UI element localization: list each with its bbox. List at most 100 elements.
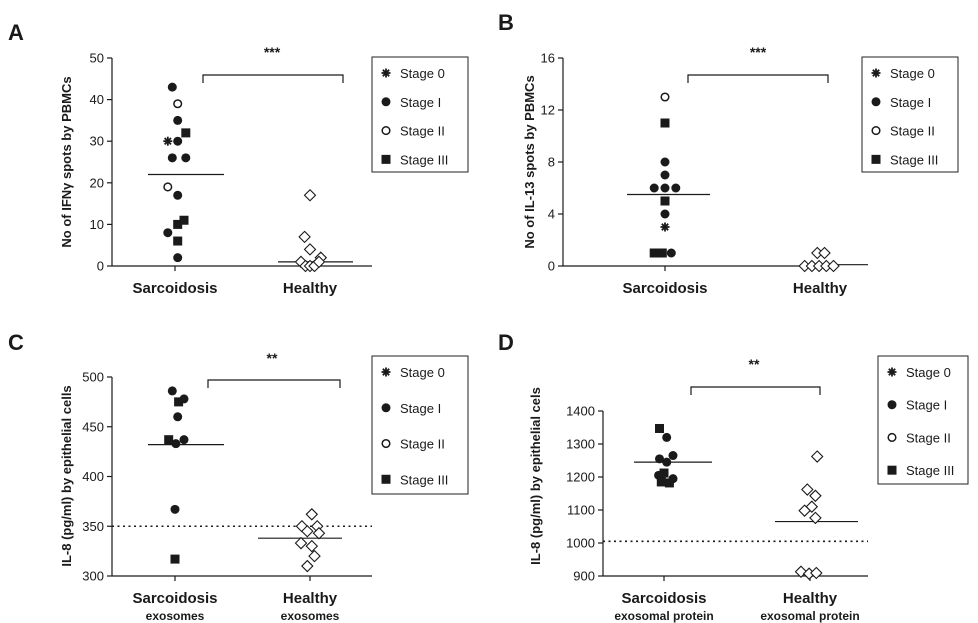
healthy-marker — [305, 508, 319, 521]
legend: Stage 0 Stage I Stage II Stage III — [861, 56, 959, 173]
stage-0-marker — [163, 137, 172, 146]
legend-item-stage-0: Stage 0 — [887, 365, 951, 380]
stage-0-marker — [661, 223, 669, 231]
y-tick-label: 500 — [82, 370, 104, 385]
y-tick-label: 4 — [548, 207, 555, 222]
y-tick-label: 8 — [548, 155, 555, 170]
significance-line — [690, 386, 821, 395]
stage-1-marker — [167, 153, 177, 163]
stage-1-marker — [167, 82, 177, 92]
legend-label: Stage 0 — [400, 365, 445, 380]
stage-1-marker — [173, 190, 183, 200]
data-points — [148, 82, 353, 273]
y-tick-label: 1000 — [566, 536, 595, 551]
healthy-marker — [301, 559, 314, 573]
panel-letter: D — [498, 330, 514, 355]
legend-box — [371, 355, 469, 495]
healthy-marker — [308, 549, 321, 563]
stage-1-marker — [660, 209, 670, 219]
stage-3-marker — [656, 477, 666, 487]
healthy-marker — [810, 450, 824, 463]
stage-1-marker — [666, 248, 676, 258]
stage-3-marker — [887, 465, 897, 475]
data-points — [148, 386, 342, 573]
legend-item-stage-1: Stage I — [887, 398, 947, 413]
panel-letter: C — [8, 330, 24, 355]
y-tick-label: 30 — [90, 134, 104, 149]
legend-item-stage-3: Stage III — [887, 463, 954, 478]
legend-item-stage-3: Stage III — [381, 472, 448, 487]
legend-label: Stage II — [400, 437, 445, 452]
legend-label: Stage II — [906, 430, 951, 445]
legend-item-stage-1: Stage I — [871, 95, 931, 110]
category-label: Sarcoidosis — [622, 280, 707, 297]
y-tick-label: 900 — [573, 569, 595, 584]
stage-1-marker — [181, 153, 191, 163]
significance-line — [687, 74, 829, 83]
legend-item-stage-0: Stage 0 — [871, 66, 935, 81]
category-sublabel: exosomal protein — [614, 609, 713, 623]
y-tick-label: 10 — [90, 217, 104, 232]
y-tick-label: 300 — [82, 569, 104, 584]
stage-2-marker — [173, 99, 183, 109]
axes — [111, 58, 372, 271]
legend: Stage 0 Stage I Stage II Stage III — [371, 56, 469, 173]
stage-3-marker — [181, 128, 191, 138]
category-sarcoidosis: Sarcoidosis — [622, 280, 707, 297]
y-tick-label: 16 — [541, 51, 555, 66]
stage-3-marker — [381, 154, 391, 164]
significance-line — [207, 379, 341, 388]
y-tick-labels: 900 1000 1100 1200 1300 1400 — [566, 404, 603, 584]
legend-label: Stage III — [906, 463, 954, 478]
legend-label: Stage III — [890, 152, 938, 167]
healthy-marker — [801, 483, 814, 496]
category-sarcoidosis-exosomes: Sarcoidosis exosomes — [132, 590, 217, 623]
y-tick-labels: 0 4 8 12 16 — [541, 51, 563, 274]
y-tick-label: 1300 — [566, 437, 595, 452]
y-axis-label: IL-8 (pg/ml) by epithelial cells — [59, 385, 74, 566]
category-label: Healthy — [283, 590, 338, 607]
category-healthy-exosomes: Healthy exosomes — [281, 590, 340, 623]
stage-0-marker — [382, 69, 390, 77]
legend-label: Stage 0 — [906, 365, 951, 380]
stage-3-marker — [659, 468, 669, 478]
legend-label: Stage I — [400, 401, 441, 416]
significance-stars: ** — [749, 356, 760, 372]
stage-1-marker — [655, 454, 664, 464]
y-axis-label: IL-8 (pg/ml) by epithelial cels — [528, 387, 543, 565]
legend-box — [877, 355, 969, 485]
legend-label: Stage I — [400, 95, 441, 110]
axes — [111, 377, 372, 581]
significance-stars: *** — [264, 44, 281, 60]
significance-bracket: ** — [690, 356, 821, 395]
stage-1-marker — [173, 136, 183, 146]
stage-1-marker — [887, 400, 897, 410]
stage-3-marker — [173, 219, 183, 229]
significance-bracket: *** — [202, 44, 344, 83]
healthy-marker — [810, 566, 823, 580]
legend-item-stage-0: Stage 0 — [381, 66, 445, 81]
y-tick-label: 0 — [548, 259, 555, 274]
healthy-marker — [298, 230, 311, 244]
legend: Stage 0 Stage I Stage II Stage III — [371, 355, 469, 495]
category-label: Sarcoidosis — [132, 590, 217, 607]
healthy-marker — [809, 511, 822, 525]
stage-1-marker — [649, 183, 659, 193]
panel-d: D IL-8 (pg/ml) by epithelial cels 900 100… — [498, 330, 969, 623]
category-sarcoidosis-exosomal-protein: Sarcoidosis exosomal protein — [614, 590, 713, 623]
healthy-marker — [301, 524, 314, 538]
category-label: Healthy — [793, 280, 848, 297]
legend-label: Stage 0 — [400, 66, 445, 81]
stage-3-marker — [655, 423, 664, 433]
stage-1-marker — [671, 183, 681, 193]
stage-1-marker — [173, 253, 183, 263]
stage-1-marker — [871, 97, 881, 107]
panel-a: A No of IFNγ spots by PBMCs 01020304050 … — [8, 20, 469, 297]
legend-item-stage-2: Stage II — [887, 430, 951, 445]
stage-3-marker — [164, 435, 174, 445]
y-tick-label: 40 — [90, 92, 104, 107]
legend-item-stage-2: Stage II — [871, 124, 935, 139]
healthy-marker — [798, 504, 811, 517]
stage-2-marker — [887, 432, 897, 443]
stage-3-marker — [179, 215, 189, 225]
